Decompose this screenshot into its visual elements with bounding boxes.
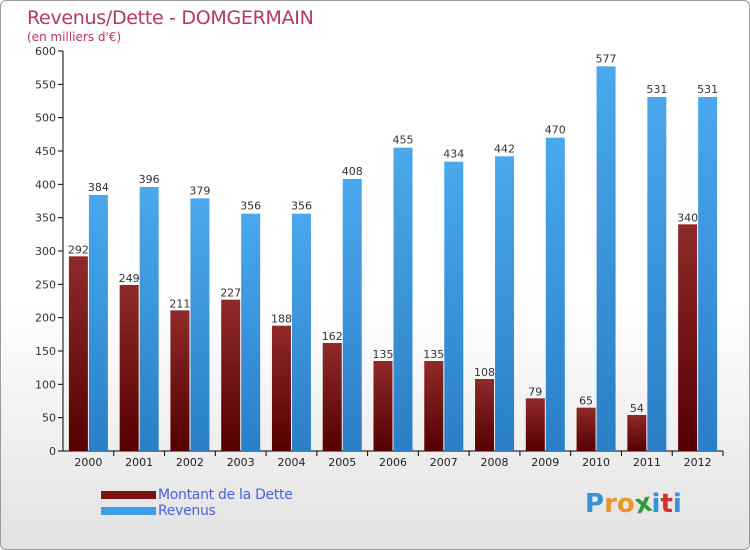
bar-revenue bbox=[596, 66, 616, 451]
x-tick-label: 2010 bbox=[582, 456, 610, 469]
legend-label-revenue: Revenus bbox=[158, 503, 216, 519]
data-label-debt: 135 bbox=[373, 348, 394, 361]
chart-title: Revenus/Dette - DOMGERMAIN bbox=[27, 7, 314, 29]
bar-revenue bbox=[545, 137, 565, 451]
y-tick-label: 600 bbox=[35, 45, 56, 58]
bar-revenue bbox=[291, 213, 311, 451]
bar-debt bbox=[221, 299, 241, 451]
bar-revenue bbox=[444, 161, 464, 451]
legend-swatch-debt bbox=[101, 491, 156, 499]
data-label-debt: 211 bbox=[169, 297, 190, 310]
bar-debt bbox=[119, 285, 139, 451]
x-tick-label: 2002 bbox=[176, 456, 204, 469]
x-tick-label: 2001 bbox=[125, 456, 153, 469]
y-tick-label: 200 bbox=[35, 312, 56, 325]
data-label-debt: 340 bbox=[677, 211, 698, 224]
bar-debt bbox=[68, 256, 88, 451]
bar-debt bbox=[678, 224, 698, 451]
data-label-revenue: 396 bbox=[139, 173, 160, 186]
bar-debt bbox=[424, 361, 444, 451]
bar-revenue bbox=[241, 213, 261, 451]
x-tick-label: 2004 bbox=[277, 456, 305, 469]
data-label-debt: 227 bbox=[220, 287, 241, 300]
bar-debt bbox=[271, 325, 291, 451]
bar-revenue bbox=[190, 198, 210, 451]
data-label-debt: 65 bbox=[579, 395, 593, 408]
data-label-debt: 54 bbox=[630, 402, 644, 415]
data-label-revenue: 434 bbox=[443, 148, 464, 161]
y-tick-label: 300 bbox=[35, 245, 56, 258]
data-label-debt: 162 bbox=[322, 330, 343, 343]
legend-item-debt: Montant de la Dette bbox=[101, 487, 293, 503]
y-tick-label: 500 bbox=[35, 112, 56, 125]
x-tick-label: 2012 bbox=[684, 456, 712, 469]
bar-revenue bbox=[393, 147, 413, 451]
x-tick-label: 2000 bbox=[74, 456, 102, 469]
x-tick-label: 2005 bbox=[328, 456, 356, 469]
bar-revenue bbox=[88, 195, 108, 451]
bar-revenue bbox=[495, 156, 515, 452]
proxiti-logo: Proxiti bbox=[585, 487, 682, 521]
y-tick-label: 250 bbox=[35, 278, 56, 291]
bar-revenue bbox=[342, 179, 362, 451]
data-label-revenue: 455 bbox=[393, 134, 414, 147]
bar-debt bbox=[475, 379, 495, 451]
legend-label-debt: Montant de la Dette bbox=[158, 487, 293, 503]
bar-debt bbox=[525, 398, 545, 451]
data-label-debt: 249 bbox=[119, 272, 140, 285]
y-tick-label: 550 bbox=[35, 78, 56, 91]
data-label-revenue: 384 bbox=[88, 181, 109, 194]
bar-debt bbox=[627, 415, 647, 451]
legend: Montant de la Dette Revenus bbox=[101, 487, 293, 519]
x-tick-label: 2007 bbox=[430, 456, 458, 469]
x-tick-label: 2006 bbox=[379, 456, 407, 469]
x-tick-label: 2008 bbox=[481, 456, 509, 469]
bar-revenue bbox=[139, 187, 159, 451]
y-tick-label: 450 bbox=[35, 145, 56, 158]
y-tick-label: 0 bbox=[49, 445, 56, 458]
data-label-revenue: 379 bbox=[189, 184, 210, 197]
data-label-debt: 79 bbox=[528, 385, 542, 398]
data-label-debt: 135 bbox=[423, 348, 444, 361]
bar-debt bbox=[576, 407, 596, 451]
bar-revenue bbox=[698, 97, 718, 451]
data-label-debt: 188 bbox=[271, 313, 292, 326]
y-tick-label: 400 bbox=[35, 178, 56, 191]
legend-swatch-revenue bbox=[101, 507, 156, 515]
bar-revenue bbox=[647, 97, 667, 451]
bar-debt bbox=[170, 310, 190, 451]
bar-debt bbox=[373, 361, 393, 451]
data-label-revenue: 470 bbox=[545, 124, 566, 137]
data-label-revenue: 531 bbox=[697, 83, 718, 96]
data-label-debt: 108 bbox=[474, 366, 495, 379]
x-tick-label: 2003 bbox=[227, 456, 255, 469]
data-label-revenue: 531 bbox=[646, 83, 667, 96]
y-tick-label: 50 bbox=[42, 412, 56, 425]
bar-debt bbox=[322, 343, 342, 451]
data-label-debt: 292 bbox=[68, 243, 89, 256]
x-tick-label: 2011 bbox=[633, 456, 661, 469]
data-label-revenue: 356 bbox=[291, 200, 312, 213]
chart-subtitle: (en milliers d'€) bbox=[27, 30, 122, 44]
x-tick-label: 2009 bbox=[531, 456, 559, 469]
data-label-revenue: 356 bbox=[240, 200, 261, 213]
data-label-revenue: 408 bbox=[342, 165, 363, 178]
legend-item-revenue: Revenus bbox=[101, 503, 293, 519]
y-tick-label: 150 bbox=[35, 345, 56, 358]
y-tick-label: 350 bbox=[35, 212, 56, 225]
data-label-revenue: 442 bbox=[494, 142, 515, 155]
y-tick-label: 100 bbox=[35, 378, 56, 391]
data-label-revenue: 577 bbox=[596, 52, 617, 65]
